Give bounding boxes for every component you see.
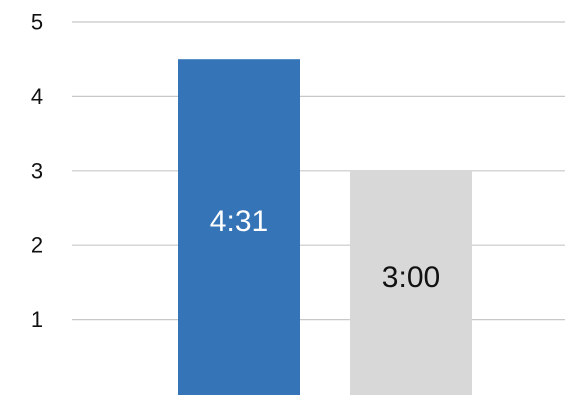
bar-1-data-label: 4:31 xyxy=(210,205,268,238)
bar-1 xyxy=(178,59,300,395)
y-axis-ticks: 1 2 3 4 5 xyxy=(31,10,43,333)
y-tick-label-3: 3 xyxy=(31,158,43,183)
bars xyxy=(178,59,472,395)
y-tick-label-5: 5 xyxy=(31,10,43,35)
y-tick-label-4: 4 xyxy=(31,84,43,109)
gridlines xyxy=(72,21,565,321)
bar-data-labels: 4:31 3:00 xyxy=(210,205,440,294)
y-tick-label-2: 2 xyxy=(31,233,43,258)
y-tick-label-1: 1 xyxy=(31,307,43,332)
bar-2-data-label: 3:00 xyxy=(382,261,440,294)
bar-2 xyxy=(350,170,472,395)
